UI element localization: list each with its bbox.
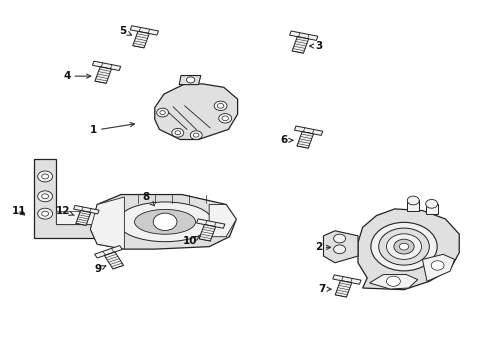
Circle shape [175,131,180,135]
Text: 10: 10 [182,236,200,246]
Polygon shape [95,246,122,258]
Circle shape [172,129,184,137]
Polygon shape [95,67,112,83]
Circle shape [407,196,419,205]
Circle shape [42,211,49,216]
Circle shape [387,234,421,260]
Polygon shape [133,31,149,48]
Text: 9: 9 [94,264,106,274]
Text: 11: 11 [11,206,26,216]
Circle shape [371,222,437,271]
Polygon shape [294,126,323,135]
Circle shape [334,245,345,254]
Circle shape [190,131,202,140]
Text: 3: 3 [310,41,323,51]
Circle shape [38,208,52,219]
Circle shape [334,234,345,243]
Text: 8: 8 [143,192,154,206]
Polygon shape [209,204,236,237]
Polygon shape [292,37,309,53]
Polygon shape [91,197,124,249]
Circle shape [387,276,400,286]
Polygon shape [333,275,361,284]
Circle shape [153,213,177,230]
Polygon shape [130,26,158,35]
Polygon shape [358,209,459,290]
Circle shape [431,261,444,270]
Circle shape [194,133,199,137]
Polygon shape [76,211,91,225]
Text: 12: 12 [55,206,74,216]
Circle shape [157,108,169,117]
Polygon shape [104,252,123,269]
Polygon shape [155,84,238,140]
Text: 2: 2 [315,242,331,252]
Circle shape [160,111,165,114]
Bar [407,201,419,211]
Bar [426,204,438,214]
Text: 6: 6 [281,135,293,145]
Text: 7: 7 [318,284,331,294]
Text: 4: 4 [64,71,91,81]
Polygon shape [74,206,99,214]
Polygon shape [369,275,418,289]
Circle shape [42,174,49,179]
Circle shape [394,239,414,254]
Circle shape [218,103,224,108]
Circle shape [42,194,49,199]
Circle shape [426,199,438,208]
Polygon shape [323,231,358,263]
Polygon shape [56,211,102,224]
Text: 1: 1 [90,122,134,135]
Polygon shape [196,219,225,228]
Circle shape [187,77,195,83]
Polygon shape [34,159,102,238]
Polygon shape [179,76,201,85]
Circle shape [214,101,227,111]
Circle shape [219,113,232,123]
Ellipse shape [118,202,213,242]
Polygon shape [297,132,314,148]
Polygon shape [335,280,352,297]
Polygon shape [93,61,121,71]
Circle shape [38,171,52,182]
Circle shape [222,116,228,121]
Ellipse shape [135,210,196,234]
Polygon shape [422,255,455,281]
Polygon shape [91,194,236,249]
Polygon shape [290,31,318,40]
Circle shape [38,191,52,202]
Circle shape [379,228,429,265]
Text: 5: 5 [119,26,131,36]
Circle shape [399,243,409,250]
Polygon shape [199,225,216,241]
